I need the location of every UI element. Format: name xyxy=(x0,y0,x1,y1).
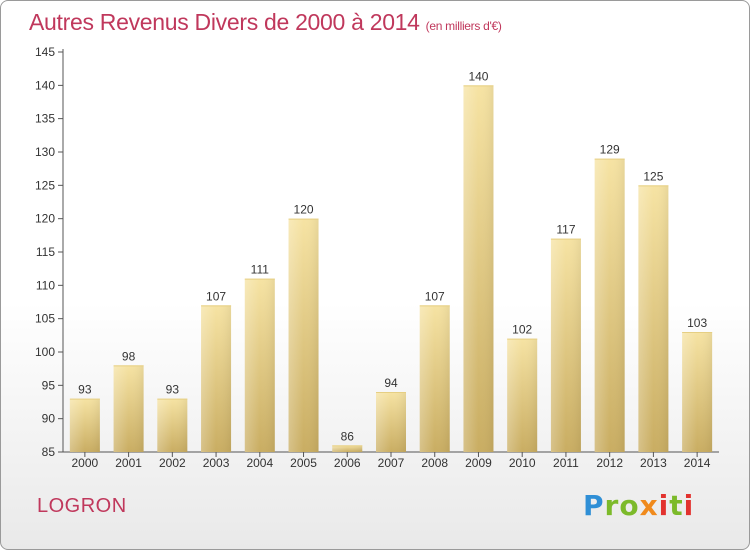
x-tick-label-2004: 2004 xyxy=(246,456,273,470)
value-label-2003: 107 xyxy=(206,289,226,303)
x-tick-label-2001: 2001 xyxy=(115,456,142,470)
x-tick-label-2008: 2008 xyxy=(421,456,448,470)
value-label-2012: 129 xyxy=(600,143,620,157)
y-tick-label: 130 xyxy=(35,145,55,159)
y-tick-label: 110 xyxy=(36,278,55,292)
value-label-2000: 93 xyxy=(78,383,92,397)
bar-shade-2010 xyxy=(507,338,538,452)
chart-title: Autres Revenus Divers de 2000 à 2014 (en … xyxy=(29,9,502,36)
bar-shade-2012 xyxy=(594,158,625,452)
value-label-2009: 140 xyxy=(468,69,488,83)
y-tick-label: 140 xyxy=(35,78,55,92)
x-tick-label-2007: 2007 xyxy=(378,456,405,470)
bar-shade-2005 xyxy=(288,218,319,452)
x-tick-label-2014: 2014 xyxy=(684,456,711,470)
bar-shade-2013 xyxy=(638,185,669,453)
bar-shade-2014 xyxy=(682,332,713,452)
value-labels: 93 98 93 107 111 120 86 94 107 140 102 117 129 125 103 xyxy=(78,69,707,443)
value-label-2008: 107 xyxy=(425,289,445,303)
y-tick-label: 115 xyxy=(36,245,55,259)
x-tick-label-2000: 2000 xyxy=(72,456,99,470)
value-label-2002: 93 xyxy=(166,383,180,397)
y-tick-label: 135 xyxy=(35,112,55,126)
x-tick-label-2003: 2003 xyxy=(203,456,230,470)
value-label-2014: 103 xyxy=(687,316,707,330)
y-tick-label: 95 xyxy=(42,378,56,392)
value-label-2006: 86 xyxy=(341,429,355,443)
x-tick-label-2012: 2012 xyxy=(596,456,623,470)
y-tick-label: 120 xyxy=(35,212,55,226)
bar-shade-2001 xyxy=(113,365,144,452)
brand-letter: x xyxy=(639,489,659,522)
y-tick-label: 125 xyxy=(35,178,55,192)
brand-letter: i xyxy=(658,489,670,522)
value-label-2007: 94 xyxy=(384,376,398,390)
x-tick-label-2013: 2013 xyxy=(640,456,667,470)
bar-shade-2002 xyxy=(157,398,188,452)
title-unit: (en milliers d'€) xyxy=(425,19,502,33)
brand-letter: o xyxy=(619,489,640,522)
bars xyxy=(69,85,713,453)
bar-shade-2000 xyxy=(69,398,100,452)
bar-shade-2007 xyxy=(376,392,406,452)
brand-letter: P xyxy=(583,489,605,522)
bar-shade-2003 xyxy=(201,305,232,452)
value-label-2004: 111 xyxy=(251,263,270,277)
y-tick-label: 100 xyxy=(35,345,55,359)
brand-letter: i xyxy=(683,489,695,522)
bar-shade-2011 xyxy=(550,238,581,452)
x-tick-label-2005: 2005 xyxy=(290,456,317,470)
x-tick-label-2009: 2009 xyxy=(465,456,492,470)
x-tick-label-2011: 2011 xyxy=(553,456,579,470)
x-tick-label-2010: 2010 xyxy=(509,456,536,470)
x-tick-label-2002: 2002 xyxy=(159,456,186,470)
y-tick-label: 105 xyxy=(35,312,55,326)
bar-shade-2006 xyxy=(332,445,363,452)
y-tick-label: 90 xyxy=(42,412,56,426)
brand-letter: t xyxy=(669,489,684,522)
y-tick-label: 145 xyxy=(35,45,55,59)
bar-shade-2008 xyxy=(419,305,450,452)
value-label-2005: 120 xyxy=(294,203,314,217)
value-label-2010: 102 xyxy=(512,323,532,337)
axes: 85 90 95 100 105 110 115 120 125 130 135 140 145 2000… xyxy=(35,45,719,470)
title-text: Autres Revenus Divers de 2000 à 2014 xyxy=(29,9,420,35)
value-label-2013: 125 xyxy=(643,169,663,183)
x-tick-label-2006: 2006 xyxy=(334,456,361,470)
value-label-2001: 98 xyxy=(122,349,136,363)
bar-shade-2004 xyxy=(244,278,275,452)
y-tick-label: 85 xyxy=(42,445,56,459)
value-label-2011: 117 xyxy=(556,223,575,237)
town-name: LOGRON xyxy=(37,495,127,517)
brand-logo: Proxiti xyxy=(583,489,694,522)
brand-letter: r xyxy=(604,489,620,522)
bar-shade-2009 xyxy=(463,85,494,452)
